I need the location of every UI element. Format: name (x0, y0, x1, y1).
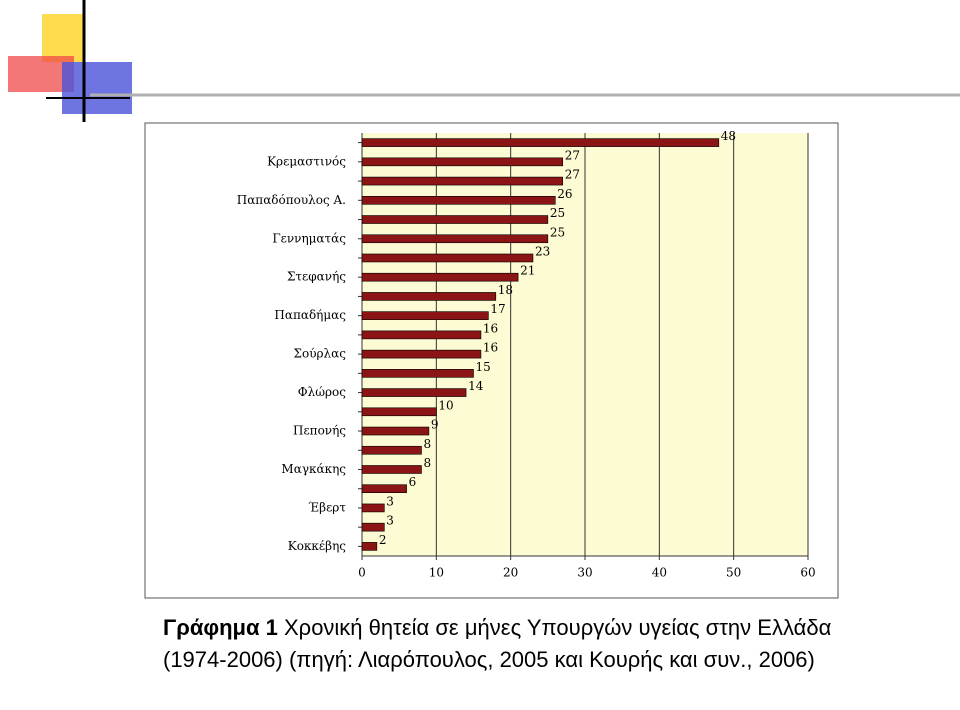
decor-blue (62, 62, 132, 114)
caption-text: Χρονική θητεία σε μήνες Υπουργών υγείας … (163, 615, 832, 672)
value-label: 3 (386, 494, 394, 508)
bar (361, 330, 482, 340)
bar (361, 176, 563, 186)
y-tick-label: Σούρλας (294, 347, 347, 361)
value-label: 16 (483, 341, 498, 355)
value-label: 8 (423, 456, 431, 470)
bar (361, 426, 430, 436)
value-label: 16 (483, 321, 498, 335)
bar (361, 388, 467, 397)
y-tick-label: Παπαδήμας (274, 308, 346, 322)
caption-label: Γράφημα 1 (163, 615, 278, 640)
value-label: 3 (386, 514, 394, 528)
y-tick-label: Πεπονής (293, 424, 346, 438)
decor-yellow (42, 14, 84, 62)
value-label: 27 (565, 148, 580, 162)
bar (361, 195, 556, 205)
bar (361, 522, 385, 532)
y-tick-label: Φλώρος (298, 385, 347, 399)
x-tick-label: 40 (652, 566, 667, 580)
bar (361, 272, 519, 282)
value-label: 6 (409, 475, 417, 489)
y-tick-label: Στεφανής (287, 270, 346, 284)
value-label: 9 (431, 418, 439, 432)
bar (361, 349, 482, 359)
value-label: 15 (476, 360, 491, 374)
value-label: 21 (520, 264, 535, 278)
bar (361, 138, 720, 147)
y-tick-label: Παπαδόπουλος Α. (237, 193, 346, 207)
bar (361, 157, 563, 167)
value-label: 17 (490, 302, 505, 316)
bar (361, 369, 474, 378)
bar (361, 484, 407, 494)
x-tick-label: 20 (503, 566, 518, 580)
value-label: 23 (535, 244, 550, 258)
bar (361, 542, 378, 551)
bar (361, 215, 549, 224)
value-label: 10 (438, 398, 453, 412)
value-label: 26 (557, 187, 572, 201)
caption: Γράφημα 1 Χρονική θητεία σε μήνες Υπουργ… (163, 612, 853, 676)
chart: 0 10 20 30 40 50 60 48 Κρεμαστινός 27 27 Παπαδόπουλ… (8, 0, 960, 599)
bar (361, 292, 497, 301)
value-label: 48 (721, 129, 736, 143)
bar (361, 445, 422, 455)
y-tick-label: Κοκκέβης (288, 539, 347, 553)
bar (361, 253, 534, 263)
value-label: 18 (498, 283, 513, 297)
bar (361, 234, 549, 244)
x-tick-label: 0 (358, 566, 366, 580)
x-tick-label: 50 (726, 566, 741, 580)
bar (361, 407, 437, 417)
value-label: 2 (379, 533, 387, 547)
bar (361, 465, 422, 474)
x-tick-label: 30 (577, 566, 592, 580)
bar (361, 503, 385, 513)
y-tick-label: Έβερτ (308, 500, 346, 514)
value-label: 14 (468, 379, 484, 393)
x-tick-label: 10 (429, 566, 444, 580)
value-label: 25 (550, 206, 565, 220)
bar (361, 311, 489, 320)
y-tick-label: Μαγκάκης (281, 462, 346, 476)
y-tick-label: Γεννηματάς (272, 231, 346, 245)
x-tick-label: 60 (800, 566, 815, 580)
value-label: 25 (550, 225, 565, 239)
value-label: 8 (423, 437, 431, 451)
y-tick-label: Κρεμαστινός (267, 154, 346, 168)
value-label: 27 (565, 168, 580, 182)
